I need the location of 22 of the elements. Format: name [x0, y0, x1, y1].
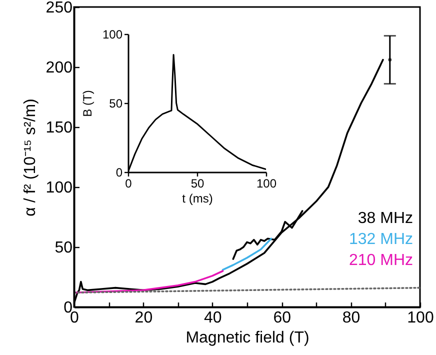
x-tick-label: 100: [256, 176, 277, 190]
x-tick-label: 50: [190, 176, 204, 190]
x-axis-title: Magnetic field (T): [186, 330, 310, 346]
x-axis-title: t (ms): [182, 192, 213, 206]
y-axis-title: B (T): [80, 90, 94, 117]
x-tick-label: 80: [342, 310, 360, 326]
text: 38 MHz: [358, 210, 413, 227]
x-tick-label: 0: [125, 176, 132, 190]
x-tick-label: 20: [134, 310, 153, 326]
y-tick-label: 0: [116, 166, 123, 180]
y-tick-label: 50: [54, 240, 73, 256]
y-axis-title: α / f² (10⁻¹⁵ s²/m): [22, 98, 39, 216]
y-tick-label: 150: [46, 120, 73, 136]
y-tick-label: 250: [46, 0, 73, 16]
x-tick-label: 100: [407, 310, 434, 326]
text: 132 MHz: [348, 231, 413, 248]
x-tick-label: 40: [204, 310, 222, 326]
y-tick-label: 200: [46, 60, 73, 76]
text: 210 MHz: [348, 252, 413, 269]
y-tick-label: 100: [102, 28, 123, 42]
x-tick-label: 60: [273, 310, 292, 326]
y-tick-label: 50: [109, 96, 123, 110]
